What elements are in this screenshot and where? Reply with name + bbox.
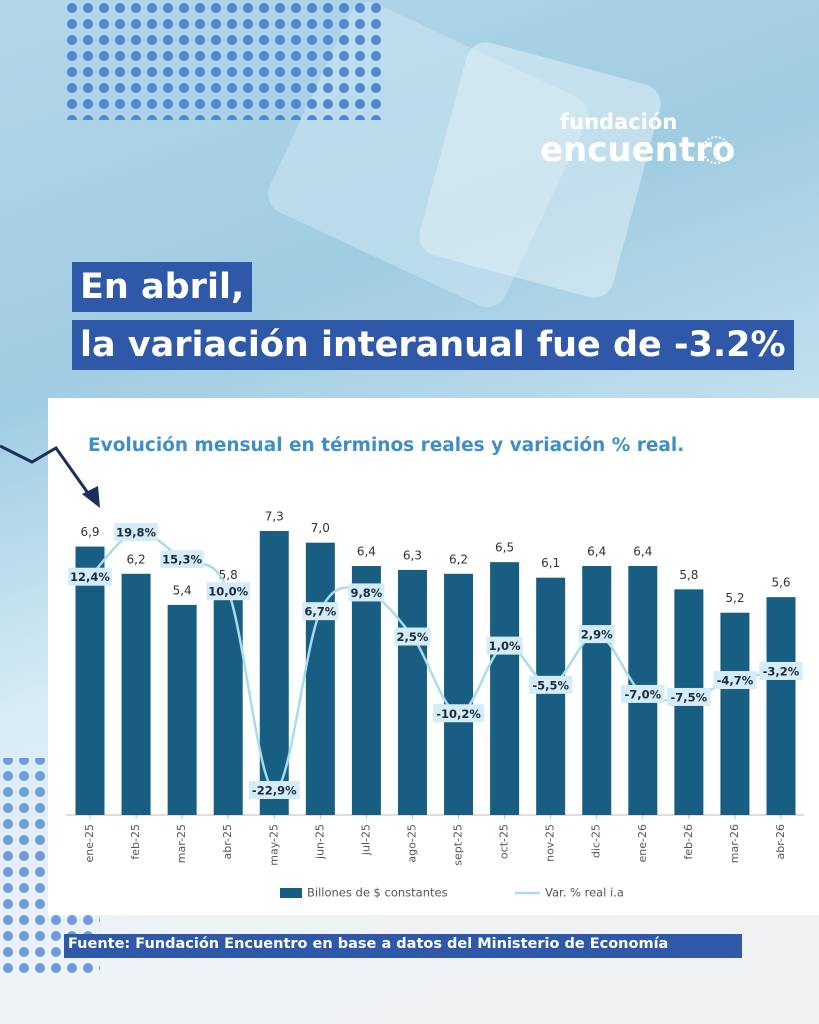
bar-value-label: 6,2: [127, 552, 146, 566]
line-value-label: -4,7%: [717, 674, 754, 688]
bar-value-label: 7,3: [265, 510, 284, 524]
chart-title: Evolución mensual en términos reales y v…: [88, 435, 684, 456]
line-label-box: [621, 684, 665, 703]
bar: [490, 562, 520, 815]
line-value-label: -7,5%: [671, 690, 708, 704]
line-value-label: -22,9%: [252, 784, 297, 798]
bar-value-label: 6,4: [357, 545, 376, 559]
bar-value-label: 5,4: [173, 583, 192, 597]
bar-value-label: 5,8: [219, 568, 238, 582]
line-value-label: 12,4%: [70, 570, 110, 584]
bar-value-label: 6,4: [587, 545, 606, 559]
bar-value-label: 5,6: [771, 576, 790, 590]
bar-value-label: 5,8: [679, 568, 698, 582]
logo-bottom: encuentro: [540, 130, 736, 170]
line-label-box: [68, 567, 112, 586]
line-label-box: [248, 781, 300, 799]
headline: la variación interanual fue de -3.2%: [72, 320, 794, 370]
line-label-box: [348, 583, 385, 602]
line-label-box: [759, 661, 803, 680]
line-label-box: [667, 687, 711, 706]
line-value-label: 1,0%: [489, 639, 521, 653]
line-label-box: [114, 523, 158, 541]
bar-value-label: 6,5: [495, 541, 514, 555]
legend-label: Var. % real i.a: [545, 886, 624, 900]
line-value-label: 6,7%: [304, 605, 336, 619]
bar-value-label: 6,2: [449, 552, 468, 566]
line-label-box: [578, 625, 615, 644]
line-label-box: [486, 636, 523, 655]
x-tick-label: ene-26: [636, 824, 649, 862]
line-value-label: 2,5%: [397, 630, 429, 644]
x-tick-label: sept-25: [452, 824, 465, 866]
x-tick-label: feb-25: [129, 824, 142, 860]
bar: [766, 597, 796, 815]
line-label-box: [433, 704, 485, 723]
bar: [213, 589, 243, 815]
line-value-label: 15,3%: [162, 553, 202, 567]
x-tick-label: abr-26: [774, 824, 787, 860]
x-tick-label: dic-25: [590, 824, 603, 858]
bar-value-label: 6,4: [633, 545, 652, 559]
bar: [351, 566, 381, 815]
x-tick-label: ago-25: [405, 824, 418, 863]
bar: [121, 573, 151, 815]
line-value-label: 19,8%: [116, 526, 156, 540]
bar: [720, 612, 750, 815]
line-value-label: -7,0%: [624, 687, 661, 701]
bar-value-label: 6,9: [80, 525, 99, 539]
bar: [444, 573, 474, 815]
line-label-box: [302, 602, 339, 621]
bar-value-label: 5,2: [725, 591, 744, 605]
x-tick-label: may-25: [267, 824, 280, 866]
line-label-box: [394, 627, 431, 646]
headline: En abril,: [72, 262, 253, 312]
line-value-label: -3,2%: [763, 664, 800, 678]
bar: [536, 577, 566, 815]
line-value-label: -10,2%: [436, 707, 481, 721]
line-label-box: [713, 671, 757, 690]
line-label-box: [206, 582, 250, 601]
x-tick-label: abr-25: [221, 824, 234, 860]
logo: fundación encuentro: [540, 110, 736, 170]
bar-value-label: 7,0: [311, 521, 330, 535]
line-value-label: 9,8%: [350, 586, 382, 600]
line-label-box: [160, 550, 204, 569]
x-tick-label: mar-26: [728, 824, 741, 863]
line-label-box: [528, 675, 573, 694]
bar: [167, 604, 197, 815]
x-tick-label: jul-25: [359, 824, 372, 856]
bar: [582, 566, 612, 815]
source: Fuente: Fundación Encuentro en base a da…: [68, 936, 669, 952]
x-tick-label: mar-25: [175, 824, 188, 863]
bar: [305, 542, 335, 815]
legend-swatch: [280, 888, 302, 898]
line-value-label: -5,5%: [532, 678, 569, 692]
legend-label: Billones de $ constantes: [307, 886, 448, 900]
x-tick-label: jun-25: [313, 824, 326, 860]
bar: [75, 546, 105, 815]
bar-value-label: 6,3: [403, 548, 422, 562]
bar: [397, 569, 427, 815]
x-tick-label: nov-25: [544, 824, 557, 862]
line-value-label: 2,9%: [581, 628, 613, 642]
x-tick-label: feb-26: [682, 824, 695, 860]
x-tick-label: oct-25: [498, 824, 511, 859]
x-tick-label: ene-25: [83, 824, 96, 862]
bar-value-label: 6,1: [541, 556, 560, 570]
logo-top: fundación: [560, 110, 678, 134]
line-value-label: 10,0%: [208, 585, 248, 599]
